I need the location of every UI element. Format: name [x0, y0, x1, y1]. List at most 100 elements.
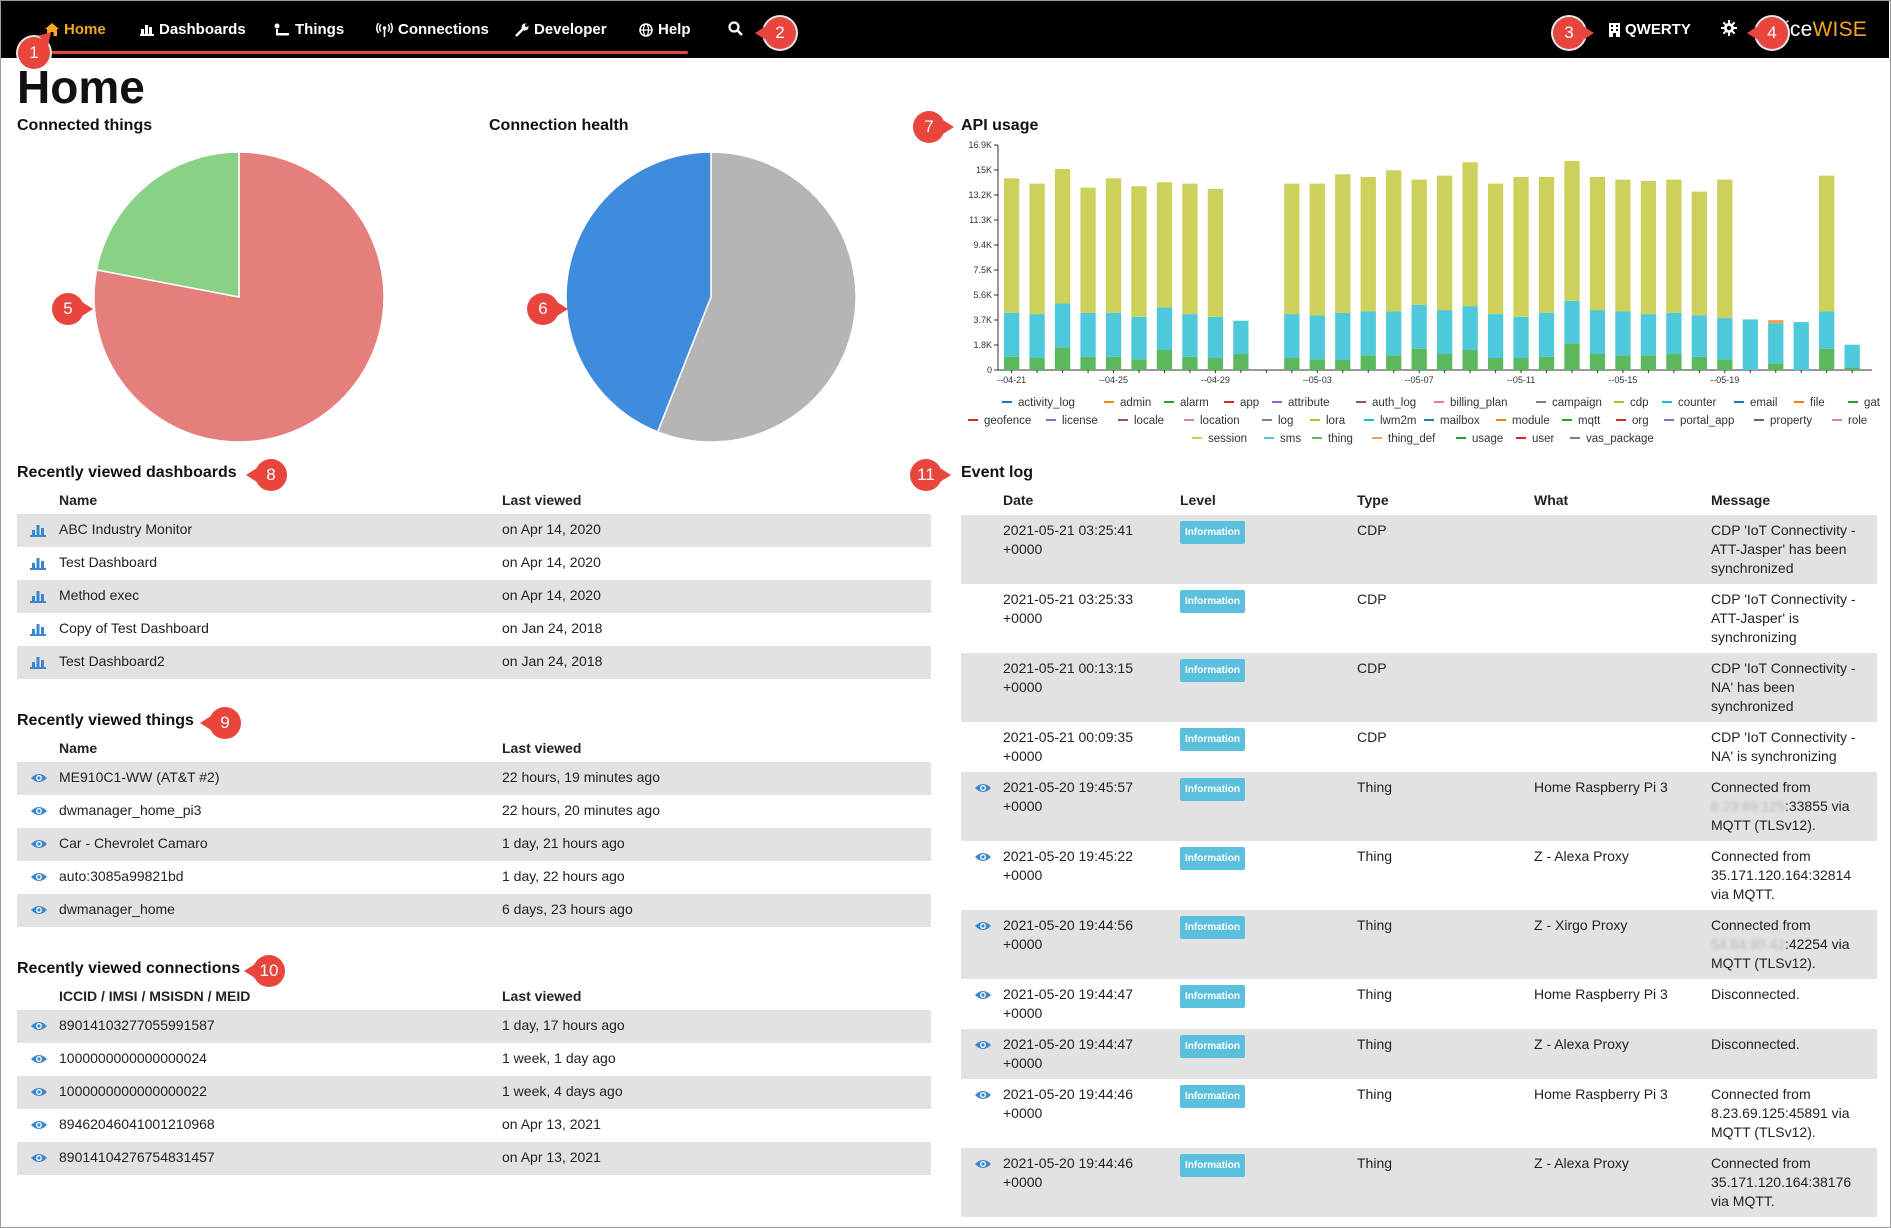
- bar-session[interactable]: [1309, 183, 1325, 316]
- legend-entry[interactable]: mailbox: [1440, 415, 1480, 427]
- bar-session[interactable]: [1564, 160, 1580, 301]
- bar-sms[interactable]: [1131, 316, 1147, 360]
- col-name[interactable]: ICCID / IMSI / MSISDN / MEID: [59, 988, 251, 1004]
- legend-entry[interactable]: gateway: [1864, 397, 1880, 409]
- event-row[interactable]: 2021-05-21 00:09:35 +0000 Information CDP CD…: [961, 722, 1877, 772]
- bar-sms[interactable]: [1080, 312, 1096, 357]
- bar-sms[interactable]: [1105, 312, 1122, 357]
- legend-entry[interactable]: geofence: [984, 415, 1031, 427]
- bar-thing[interactable]: [1844, 367, 1860, 370]
- bar-thing[interactable]: [1335, 359, 1351, 370]
- bar-sms[interactable]: [1182, 314, 1198, 357]
- bar-session[interactable]: [1131, 186, 1147, 317]
- legend-entry[interactable]: thing: [1328, 433, 1353, 445]
- bar-sms[interactable]: [1309, 315, 1325, 360]
- bar-session[interactable]: [1080, 187, 1096, 313]
- bar-sms[interactable]: [1564, 300, 1580, 344]
- bar-sms[interactable]: [1666, 312, 1682, 355]
- bar-session[interactable]: [1666, 179, 1682, 313]
- nav-developer[interactable]: Developer: [515, 21, 607, 38]
- bar-thing[interactable]: [1054, 347, 1071, 370]
- bar-thing[interactable]: [1156, 350, 1173, 370]
- legend-entry[interactable]: cdp: [1630, 397, 1649, 409]
- bar-sms[interactable]: [1156, 307, 1173, 351]
- bar-thing[interactable]: [1233, 354, 1249, 370]
- thing-name-link[interactable]: dwmanager_home_pi3: [59, 802, 202, 818]
- bar-session[interactable]: [1182, 183, 1198, 315]
- legend-entry[interactable]: user: [1532, 433, 1555, 445]
- bar-sms[interactable]: [1335, 312, 1351, 360]
- bar-sms[interactable]: [1360, 311, 1376, 356]
- col-message[interactable]: Message: [1711, 492, 1771, 508]
- event-row[interactable]: 2021-05-20 19:44:47 +0000 Information Thing…: [961, 1029, 1877, 1079]
- bar-thing[interactable]: [1615, 355, 1631, 370]
- thing-name-link[interactable]: ME910C1-WW (AT&T #2): [59, 769, 220, 785]
- legend-entry[interactable]: thing_def: [1388, 433, 1436, 445]
- bar-thing[interactable]: [1768, 363, 1784, 370]
- legend-entry[interactable]: lora: [1326, 415, 1346, 427]
- bar-sms[interactable]: [1819, 311, 1835, 349]
- legend-entry[interactable]: counter: [1678, 397, 1717, 409]
- bar-sms[interactable]: [1411, 304, 1427, 349]
- bar-sms[interactable]: [1768, 323, 1784, 364]
- event-row[interactable]: 2021-05-20 19:44:46 +0000 Information Thing…: [961, 1148, 1877, 1217]
- legend-entry[interactable]: usage: [1472, 433, 1503, 445]
- bar-sms[interactable]: [1793, 322, 1809, 370]
- event-row[interactable]: 2021-05-20 19:44:46 +0000 Information Thing…: [961, 1079, 1877, 1148]
- bar-sms[interactable]: [1004, 312, 1020, 357]
- bar-thing[interactable]: [1717, 359, 1733, 370]
- table-row[interactable]: 1000000000000000024 1 week, 1 day ago: [17, 1043, 931, 1076]
- col-level[interactable]: Level: [1180, 492, 1216, 508]
- col-name[interactable]: Name: [59, 492, 98, 508]
- event-row[interactable]: 2021-05-20 19:45:22 +0000 Information Thing…: [961, 841, 1877, 910]
- bar-sms[interactable]: [1386, 311, 1402, 356]
- event-row[interactable]: 2021-05-20 19:44:47 +0000 Information Thing…: [961, 979, 1877, 1029]
- bar-session[interactable]: [1054, 168, 1071, 304]
- bar-sms[interactable]: [1233, 320, 1249, 355]
- bar-session[interactable]: [1589, 176, 1606, 311]
- legend-entry[interactable]: portal_app: [1680, 415, 1734, 427]
- event-what-link[interactable]: Home Raspberry Pi 3: [1534, 1086, 1668, 1102]
- legend-entry[interactable]: lwm2m: [1380, 415, 1416, 427]
- col-what[interactable]: What: [1534, 492, 1569, 508]
- dashboard-name-link[interactable]: Copy of Test Dashboard: [59, 620, 209, 636]
- bar-sms[interactable]: [1284, 314, 1300, 359]
- bar-thing[interactable]: [1284, 358, 1300, 370]
- connection-id-link[interactable]: 89014104276754831457: [59, 1149, 215, 1165]
- bar-session[interactable]: [1691, 191, 1707, 316]
- bar-session[interactable]: [1513, 176, 1529, 317]
- nav-help[interactable]: Help: [639, 21, 691, 38]
- legend-entry[interactable]: module: [1512, 415, 1550, 427]
- org-switcher[interactable]: QWERTY: [1609, 21, 1691, 38]
- bar-thing[interactable]: [1411, 348, 1427, 370]
- bar-session[interactable]: [1640, 180, 1657, 315]
- bar-thing[interactable]: [1564, 343, 1580, 370]
- legend-entry[interactable]: mqtt: [1578, 415, 1601, 427]
- bar-sms[interactable]: [1029, 314, 1045, 359]
- bar-thing[interactable]: [1462, 350, 1478, 370]
- bar-thing[interactable]: [1029, 358, 1045, 370]
- bar-thing[interactable]: [1105, 356, 1122, 370]
- legend-entry[interactable]: role: [1848, 415, 1867, 427]
- bar-sms[interactable]: [1487, 314, 1504, 359]
- bar-thing[interactable]: [1589, 354, 1606, 370]
- legend-entry[interactable]: app: [1240, 397, 1259, 409]
- table-row[interactable]: Car - Chevrolet Camaro 1 day, 21 hours ag…: [17, 828, 931, 861]
- bar-session[interactable]: [1029, 183, 1045, 315]
- thing-name-link[interactable]: auto:3085a99821bd: [59, 868, 184, 884]
- event-row[interactable]: 2021-05-20 19:44:56 +0000 Information Thing…: [961, 910, 1877, 979]
- bar-thing[interactable]: [1207, 358, 1224, 370]
- bar-thing[interactable]: [1819, 348, 1835, 370]
- col-date[interactable]: Date: [1003, 492, 1034, 508]
- legend-entry[interactable]: session: [1208, 433, 1247, 445]
- legend-entry[interactable]: billing_plan: [1450, 397, 1508, 409]
- event-what-link[interactable]: Z - Alexa Proxy: [1534, 848, 1629, 864]
- bar-session[interactable]: [1004, 178, 1020, 313]
- connected-things-slice[interactable]: [95, 151, 240, 298]
- bar-session[interactable]: [1538, 176, 1555, 313]
- bar-sms[interactable]: [1742, 319, 1758, 370]
- bar-thing[interactable]: [1004, 356, 1020, 370]
- legend-entry[interactable]: locale: [1134, 415, 1164, 427]
- bar-sms[interactable]: [1615, 311, 1631, 356]
- dashboard-name-link[interactable]: Test Dashboard: [59, 554, 158, 570]
